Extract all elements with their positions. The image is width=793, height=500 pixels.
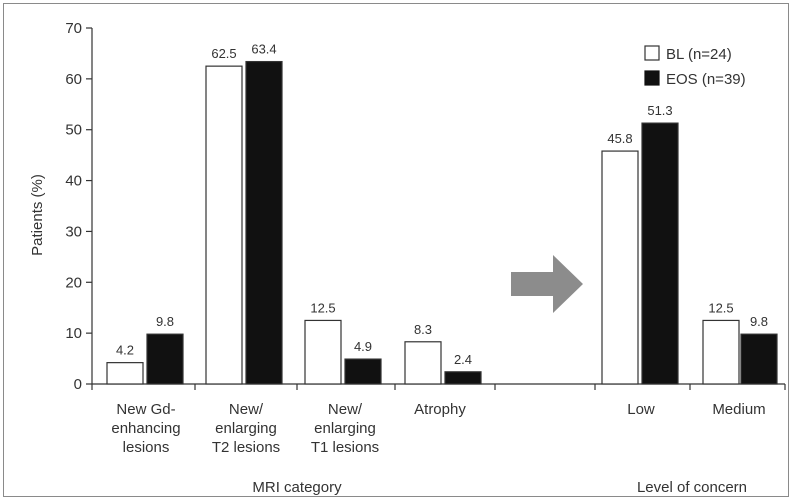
bar [601,150,639,385]
data-label: 4.2 [116,343,134,358]
data-label: 12.5 [708,300,733,315]
group-label-level-of-concern: Level of concern [637,479,747,496]
data-label: 45.8 [607,131,632,146]
x-tick-label: New/ [328,401,363,418]
data-label: 62.5 [211,46,236,61]
bar [146,333,184,385]
bar [304,319,342,385]
y-tick-label: 70 [65,20,82,37]
data-label: 63.4 [251,42,276,57]
x-tick-label: T1 lesions [311,439,379,456]
legend-label-eos: EOS (n=39) [666,71,746,88]
bar [245,60,283,385]
legend: BL (n=24) EOS (n=39) [644,45,746,88]
data-label: 8.3 [414,322,432,337]
legend-label-bl: BL (n=24) [666,46,732,63]
data-label: 4.9 [354,339,372,354]
data-label: 9.8 [156,314,174,329]
x-tick-label: New/ [229,401,264,418]
arrow-icon [511,255,583,313]
y-tick-label: 20 [65,274,82,291]
x-tick-label: Atrophy [414,401,466,418]
legend-swatch-eos [644,70,660,86]
bar [344,358,382,385]
data-label: 51.3 [647,103,672,118]
legend-swatch-bl [644,45,660,61]
chart-frame [3,3,789,497]
y-axis-title: Patients (%) [29,174,46,256]
bar [444,371,482,385]
y-tick-label: 40 [65,173,82,190]
group-label-mri-category: MRI category [252,479,342,496]
x-tick-label: lesions [123,439,170,456]
x-tick-label: enhancing [111,420,180,437]
bar [641,122,679,385]
y-tick-label: 10 [65,325,82,342]
x-tick-label: T2 lesions [212,439,280,456]
data-label: 9.8 [750,314,768,329]
x-tick-label: Low [627,401,655,418]
y-tick-label: 30 [65,223,82,240]
data-label: 2.4 [454,352,472,367]
x-tick-label: New Gd- [116,401,175,418]
data-label: 12.5 [310,300,335,315]
bar [106,362,144,385]
x-tick-label: enlarging [314,420,376,437]
y-tick-label: 50 [65,122,82,139]
x-tick-label: Medium [712,401,765,418]
bar [404,341,442,385]
bars [106,60,778,385]
labels: 4.2 9.8 New Gd-enhancing lesions 62.5 63.4 New… [111,42,768,456]
y-tick-label: 60 [65,71,82,88]
bar [205,65,243,385]
x-tick-label: enlarging [215,420,277,437]
y-tick-label: 0 [74,376,82,393]
bar [740,333,778,385]
bar [702,319,740,385]
